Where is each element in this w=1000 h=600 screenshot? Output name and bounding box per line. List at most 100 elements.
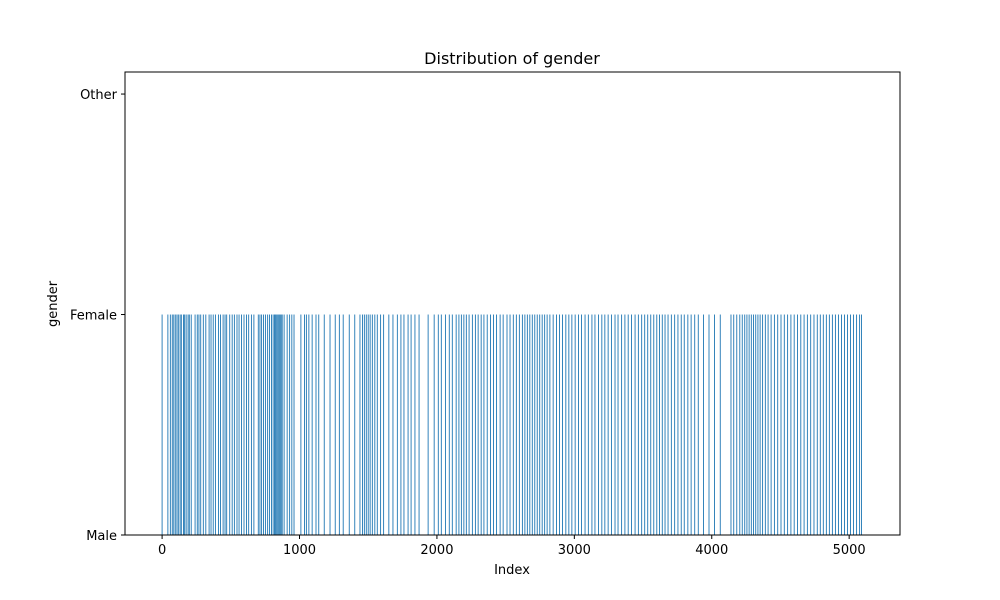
bar-female-212 bbox=[793, 314, 795, 535]
bar-female-118 bbox=[493, 314, 494, 535]
bar-female-168 bbox=[647, 314, 649, 535]
bar-female-107 bbox=[460, 314, 462, 535]
bar-female-3 bbox=[171, 314, 173, 535]
bar-female-42 bbox=[257, 314, 259, 535]
bar-female-91 bbox=[396, 314, 398, 535]
bar-female-79 bbox=[362, 314, 363, 535]
bar-female-96 bbox=[414, 314, 416, 535]
x-tick-label-3000: 3000 bbox=[558, 543, 591, 558]
bar-female-217 bbox=[810, 314, 812, 535]
bar-female-208 bbox=[780, 314, 782, 535]
bar-female-215 bbox=[803, 314, 805, 535]
bar-female-74 bbox=[338, 314, 340, 535]
bar-female-228 bbox=[844, 314, 845, 535]
bar-female-232 bbox=[856, 314, 858, 535]
bar-female-86 bbox=[376, 314, 378, 535]
bar-female-167 bbox=[644, 314, 646, 535]
y-tick-label-female: Female bbox=[70, 309, 117, 324]
bar-female-132 bbox=[534, 314, 536, 535]
bar-female-24 bbox=[212, 314, 214, 535]
bar-female-165 bbox=[637, 314, 639, 535]
bar-female-34 bbox=[236, 314, 238, 535]
bar-female-182 bbox=[690, 314, 692, 535]
bar-female-112 bbox=[474, 314, 476, 535]
bar-female-123 bbox=[509, 314, 511, 535]
bar-female-61 bbox=[289, 314, 291, 535]
bar-female-2 bbox=[169, 314, 171, 535]
bar-female-114 bbox=[480, 314, 482, 535]
bar-female-108 bbox=[463, 314, 465, 535]
bar-female-160 bbox=[621, 314, 623, 535]
x-tick-label-1000: 1000 bbox=[283, 543, 316, 558]
bar-female-221 bbox=[822, 314, 824, 535]
bar-female-31 bbox=[229, 314, 231, 535]
bar-female-219 bbox=[816, 314, 818, 535]
bar-female-18 bbox=[198, 314, 200, 535]
bar-female-20 bbox=[202, 314, 204, 535]
bar-female-11 bbox=[184, 314, 186, 535]
bar-female-183 bbox=[694, 314, 696, 535]
bar-female-201 bbox=[759, 314, 761, 535]
x-tick-label-4000: 4000 bbox=[695, 543, 728, 558]
bar-female-224 bbox=[831, 314, 833, 535]
bar-female-82 bbox=[367, 314, 369, 535]
bar-female-139 bbox=[552, 314, 554, 535]
bar-female-12 bbox=[185, 314, 187, 535]
bar-female-164 bbox=[634, 314, 636, 535]
bar-female-59 bbox=[283, 314, 285, 535]
bar-female-205 bbox=[770, 314, 772, 535]
bar-female-37 bbox=[243, 314, 245, 535]
bar-female-117 bbox=[490, 314, 491, 535]
bar-female-136 bbox=[544, 314, 546, 535]
bar-female-211 bbox=[790, 314, 792, 535]
bars-layer bbox=[161, 314, 862, 535]
bar-female-229 bbox=[847, 314, 848, 535]
bar-female-88 bbox=[383, 314, 385, 535]
bar-female-65 bbox=[304, 314, 305, 535]
bar-female-231 bbox=[853, 314, 854, 535]
bar-female-7 bbox=[177, 314, 179, 535]
bar-female-119 bbox=[496, 314, 498, 535]
bar-female-152 bbox=[594, 314, 596, 535]
bar-female-25 bbox=[214, 314, 216, 535]
bar-female-186 bbox=[708, 314, 710, 535]
y-tick-label-other: Other bbox=[80, 88, 118, 103]
bar-female-129 bbox=[526, 314, 528, 535]
bar-female-76 bbox=[348, 314, 350, 535]
bar-female-48 bbox=[269, 314, 271, 535]
bar-female-101 bbox=[440, 314, 442, 535]
bar-female-157 bbox=[610, 314, 612, 535]
bar-female-6 bbox=[176, 314, 178, 535]
bar-female-98 bbox=[427, 314, 429, 535]
bar-female-193 bbox=[741, 314, 743, 535]
bar-female-73 bbox=[334, 314, 336, 535]
bar-female-154 bbox=[601, 314, 603, 535]
bar-female-194 bbox=[744, 314, 746, 535]
bar-female-51 bbox=[274, 314, 275, 535]
bar-female-67 bbox=[308, 314, 310, 535]
bar-female-35 bbox=[238, 314, 240, 535]
bar-female-178 bbox=[677, 314, 679, 535]
bar-female-166 bbox=[641, 314, 643, 535]
bar-female-49 bbox=[271, 314, 272, 535]
bar-female-204 bbox=[767, 314, 769, 535]
bar-female-0 bbox=[161, 314, 163, 535]
bar-female-39 bbox=[248, 314, 250, 535]
bar-female-225 bbox=[834, 314, 836, 535]
bar-female-78 bbox=[359, 314, 361, 535]
bar-female-93 bbox=[403, 314, 405, 535]
chart-title: Distribution of gender bbox=[424, 49, 600, 68]
bar-female-14 bbox=[188, 314, 190, 535]
bar-female-148 bbox=[581, 314, 582, 535]
bar-female-127 bbox=[521, 314, 523, 535]
bar-female-95 bbox=[410, 314, 412, 535]
bar-female-153 bbox=[598, 314, 599, 535]
bar-female-159 bbox=[617, 314, 619, 535]
bar-female-142 bbox=[562, 314, 563, 535]
bar-female-177 bbox=[674, 314, 676, 535]
bar-female-207 bbox=[777, 314, 779, 535]
bar-female-84 bbox=[371, 314, 373, 535]
bar-female-210 bbox=[787, 314, 789, 535]
bar-female-128 bbox=[524, 314, 526, 535]
